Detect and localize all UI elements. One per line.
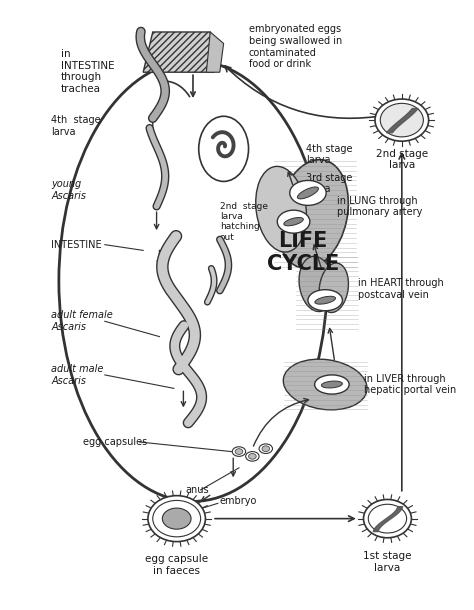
Text: 4th stage
larva: 4th stage larva	[306, 144, 353, 165]
Ellipse shape	[319, 263, 348, 312]
Ellipse shape	[299, 256, 334, 312]
Text: 2nd stage
larva: 2nd stage larva	[376, 149, 428, 170]
Ellipse shape	[259, 444, 273, 453]
Polygon shape	[143, 32, 214, 72]
Ellipse shape	[153, 500, 201, 537]
Ellipse shape	[297, 187, 319, 199]
Ellipse shape	[284, 218, 303, 226]
Ellipse shape	[368, 504, 407, 533]
Ellipse shape	[235, 449, 243, 454]
Ellipse shape	[148, 496, 205, 542]
Ellipse shape	[262, 446, 270, 451]
Text: 4th  stage
larva: 4th stage larva	[51, 115, 101, 137]
Ellipse shape	[199, 117, 248, 181]
Text: 2nd  stage
larva
hatching
out: 2nd stage larva hatching out	[220, 201, 268, 242]
Text: in
INTESTINE
through
trachea: in INTESTINE through trachea	[61, 49, 114, 94]
Ellipse shape	[256, 167, 307, 252]
Ellipse shape	[246, 451, 259, 461]
Text: INTESTINE: INTESTINE	[51, 240, 102, 249]
Ellipse shape	[277, 160, 348, 268]
Text: 3rd stage
larva: 3rd stage larva	[306, 173, 352, 194]
Text: egg capsule
in faeces: egg capsule in faeces	[145, 554, 208, 576]
Text: embryonated eggs
being swallowed in
contaminated
food or drink: embryonated eggs being swallowed in cont…	[248, 24, 342, 69]
Text: adult male
Ascaris: adult male Ascaris	[51, 364, 104, 386]
Ellipse shape	[364, 500, 411, 538]
Text: in LUNG through
pulmonary artery: in LUNG through pulmonary artery	[337, 196, 422, 217]
Ellipse shape	[277, 210, 310, 233]
Ellipse shape	[248, 453, 256, 459]
Text: in HEART through
postcaval vein: in HEART through postcaval vein	[358, 278, 444, 300]
Ellipse shape	[315, 375, 349, 394]
Text: in LIVER through
hepatic portal vein: in LIVER through hepatic portal vein	[364, 374, 456, 395]
Text: egg capsules: egg capsules	[83, 437, 147, 447]
Ellipse shape	[375, 99, 428, 141]
Ellipse shape	[162, 508, 191, 529]
Text: young
Ascaris: young Ascaris	[51, 179, 86, 201]
Text: adult female
Ascaris: adult female Ascaris	[51, 310, 113, 332]
Polygon shape	[206, 32, 224, 72]
Ellipse shape	[380, 103, 423, 137]
Text: embryo: embryo	[220, 497, 257, 506]
Text: anus: anus	[185, 485, 209, 495]
Ellipse shape	[321, 381, 342, 388]
Ellipse shape	[232, 447, 246, 456]
Ellipse shape	[308, 290, 342, 310]
Ellipse shape	[290, 181, 326, 206]
Ellipse shape	[283, 359, 367, 410]
Ellipse shape	[315, 296, 336, 304]
Text: LIFE
CYCLE: LIFE CYCLE	[267, 231, 339, 274]
Text: 1st stage
larva: 1st stage larva	[363, 551, 412, 573]
